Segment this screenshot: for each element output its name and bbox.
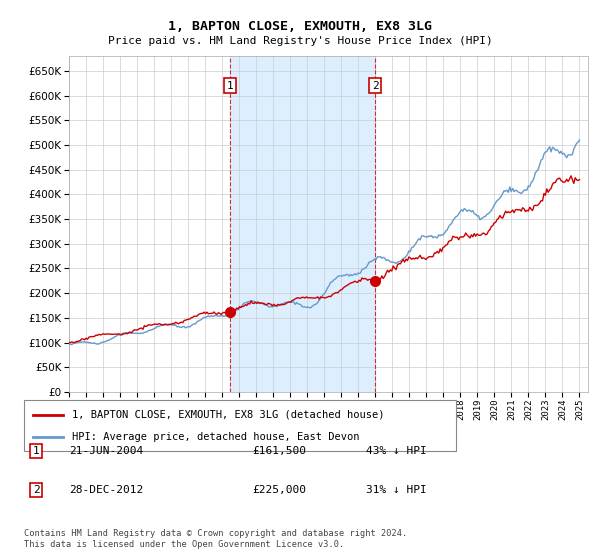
FancyBboxPatch shape: [24, 400, 456, 451]
Text: 2: 2: [32, 485, 40, 495]
Text: £225,000: £225,000: [252, 485, 306, 495]
Bar: [230, 56, 375, 392]
Text: HPI: Average price, detached house, East Devon: HPI: Average price, detached house, East…: [71, 432, 359, 442]
Text: 28-DEC-2012: 28-DEC-2012: [69, 485, 143, 495]
Text: 2: 2: [372, 81, 379, 91]
Text: 1: 1: [227, 81, 233, 91]
Text: 43% ↓ HPI: 43% ↓ HPI: [366, 446, 427, 456]
Text: 1, BAPTON CLOSE, EXMOUTH, EX8 3LG: 1, BAPTON CLOSE, EXMOUTH, EX8 3LG: [168, 20, 432, 32]
Text: 21-JUN-2004: 21-JUN-2004: [69, 446, 143, 456]
Text: £161,500: £161,500: [252, 446, 306, 456]
Text: 1, BAPTON CLOSE, EXMOUTH, EX8 3LG (detached house): 1, BAPTON CLOSE, EXMOUTH, EX8 3LG (detac…: [71, 409, 384, 419]
Text: 1: 1: [32, 446, 40, 456]
Text: Price paid vs. HM Land Registry's House Price Index (HPI): Price paid vs. HM Land Registry's House …: [107, 36, 493, 46]
Text: Contains HM Land Registry data © Crown copyright and database right 2024.
This d: Contains HM Land Registry data © Crown c…: [24, 529, 407, 549]
Text: 31% ↓ HPI: 31% ↓ HPI: [366, 485, 427, 495]
